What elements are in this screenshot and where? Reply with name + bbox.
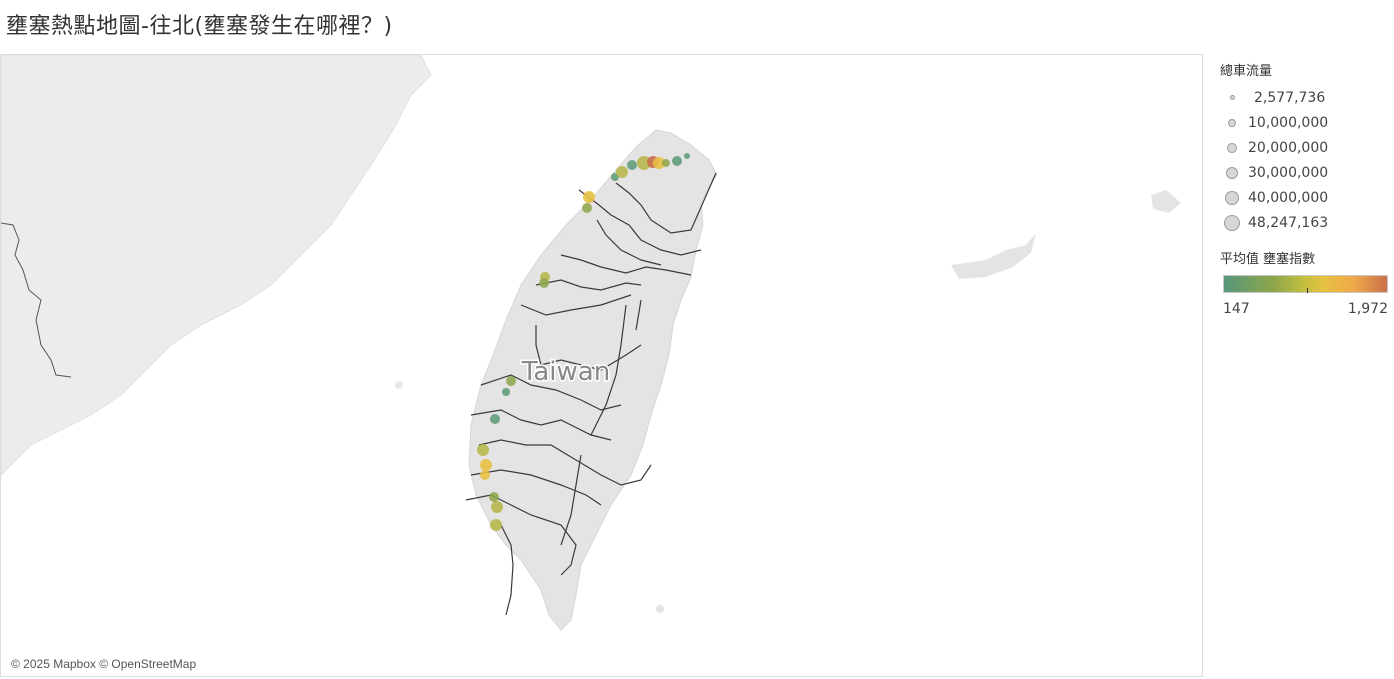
size-legend-label: 30,000,000 bbox=[1248, 164, 1329, 181]
size-legend-item: 2,577,736 bbox=[1220, 85, 1390, 110]
island bbox=[392, 99, 400, 107]
size-dot-icon bbox=[1224, 214, 1240, 231]
marker[interactable] bbox=[637, 156, 651, 170]
east-islands bbox=[951, 233, 1036, 279]
size-legend-item: 30,000,000 bbox=[1220, 160, 1390, 185]
marker[interactable] bbox=[502, 388, 510, 396]
island bbox=[403, 77, 415, 89]
size-legend-item: 48,247,163 bbox=[1220, 210, 1390, 235]
size-legend-label: 10,000,000 bbox=[1248, 114, 1329, 131]
size-legend-label: 20,000,000 bbox=[1248, 139, 1329, 156]
size-legend: 總車流量 2,577,736 10,000,000 20,000,000 30,… bbox=[1220, 60, 1390, 235]
island bbox=[395, 381, 403, 389]
size-legend-label: 2,577,736 bbox=[1254, 89, 1326, 106]
congestion-markers[interactable] bbox=[477, 153, 690, 531]
ramp-min-label: 147 bbox=[1223, 301, 1250, 317]
ramp-max-label: 1,972 bbox=[1347, 301, 1388, 317]
color-legend-title: 平均值 壅塞指數 bbox=[1220, 252, 1316, 267]
marker[interactable] bbox=[491, 501, 503, 513]
size-legend-item: 20,000,000 bbox=[1220, 135, 1390, 160]
east-island bbox=[1151, 190, 1181, 213]
map-attribution[interactable]: © 2025 Mapbox © OpenStreetMap bbox=[7, 656, 201, 672]
marker[interactable] bbox=[506, 376, 516, 386]
map-canvas[interactable]: Taiwan bbox=[1, 55, 1203, 677]
page-title: 壅塞熱點地圖-往北(壅塞發生在哪裡？) bbox=[6, 14, 393, 39]
marker[interactable] bbox=[539, 278, 549, 288]
mainland-border bbox=[1, 222, 72, 378]
marker[interactable] bbox=[627, 160, 637, 170]
size-dot-icon bbox=[1227, 142, 1237, 153]
size-legend-item: 40,000,000 bbox=[1220, 185, 1390, 210]
color-ramp bbox=[1223, 275, 1388, 293]
country-label: Taiwan bbox=[521, 357, 610, 387]
marker[interactable] bbox=[662, 159, 670, 167]
marker[interactable] bbox=[672, 156, 682, 166]
island bbox=[656, 605, 664, 613]
marker[interactable] bbox=[653, 157, 665, 169]
marker[interactable] bbox=[489, 492, 499, 502]
size-legend-item: 10,000,000 bbox=[1220, 110, 1390, 135]
marker[interactable] bbox=[490, 519, 502, 531]
marker[interactable] bbox=[490, 414, 500, 424]
county-borders bbox=[465, 172, 717, 616]
ramp-tick bbox=[1307, 288, 1308, 293]
size-dot-icon bbox=[1226, 166, 1238, 179]
size-legend-title: 總車流量 bbox=[1220, 64, 1273, 79]
taiwan-island bbox=[468, 129, 718, 631]
marker[interactable] bbox=[684, 153, 690, 159]
ramp-labels: 147 1,972 bbox=[1223, 301, 1388, 317]
map-view[interactable]: Taiwan © 2025 Mapbox © Ope bbox=[0, 54, 1203, 677]
marker[interactable] bbox=[480, 459, 492, 471]
mainland-landmass bbox=[1, 55, 432, 476]
size-legend-label: 40,000,000 bbox=[1248, 189, 1329, 206]
marker[interactable] bbox=[582, 203, 592, 213]
marker[interactable] bbox=[477, 444, 489, 456]
size-dot-icon bbox=[1229, 95, 1235, 100]
marker[interactable] bbox=[480, 470, 490, 480]
size-dot-icon bbox=[1228, 118, 1236, 127]
size-legend-label: 48,247,163 bbox=[1248, 214, 1329, 231]
marker[interactable] bbox=[616, 166, 628, 178]
color-legend: 平均值 壅塞指數 147 1,972 bbox=[1220, 248, 1390, 317]
marker[interactable] bbox=[583, 191, 595, 203]
size-dot-icon bbox=[1225, 190, 1239, 205]
